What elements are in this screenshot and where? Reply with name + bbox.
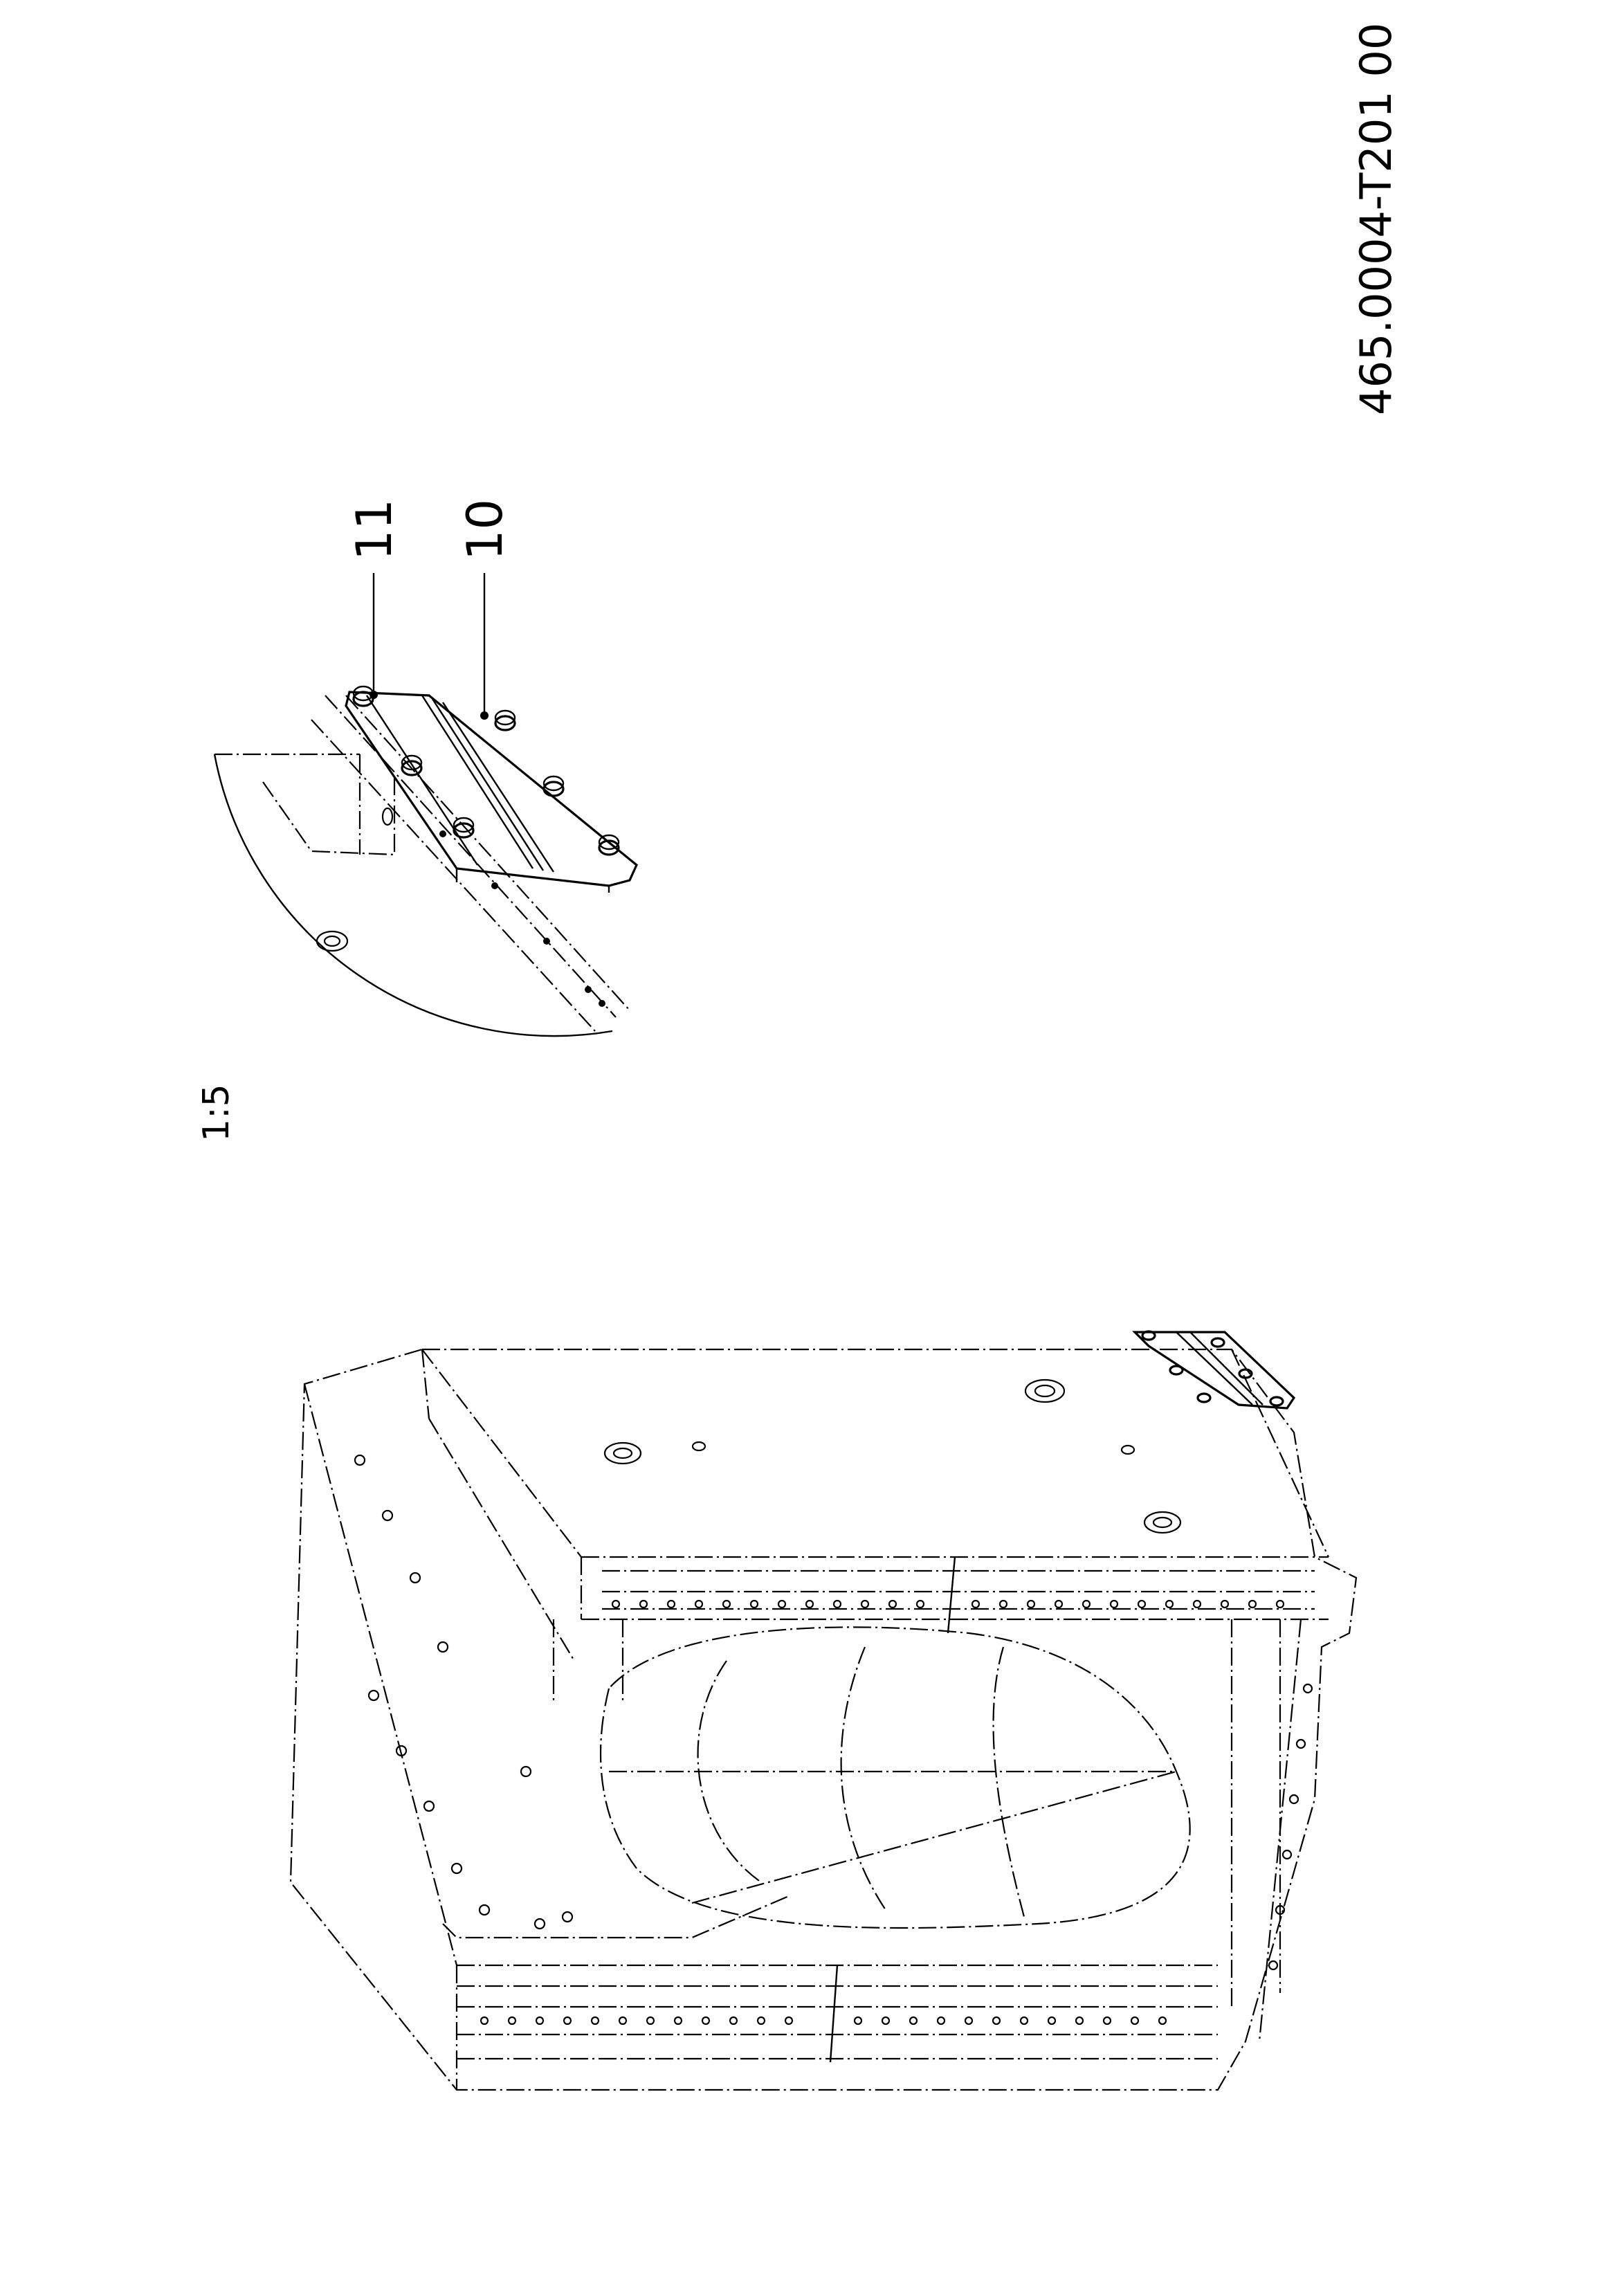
screw-icon [352, 685, 620, 856]
frame-outline [289, 1348, 1358, 2091]
callout-11-label: 11 [346, 499, 403, 561]
mounting-plate-main [1132, 1330, 1296, 1410]
callout-11-leader [369, 573, 378, 699]
detail-scale-label: 1:5 [196, 1084, 237, 1142]
drawing-number: 465.0004-T201 00 [1351, 23, 1401, 415]
screw-icon [1141, 1330, 1284, 1407]
callout-10-leader [480, 573, 489, 720]
detail-boundary-arc [213, 754, 613, 1037]
mounting-plate-detail [345, 685, 638, 893]
callout-10-label: 10 [457, 499, 513, 561]
frame-assembly [289, 1348, 1358, 2091]
frame-hole-pattern [354, 1378, 1313, 2026]
detail-view [213, 695, 630, 1037]
